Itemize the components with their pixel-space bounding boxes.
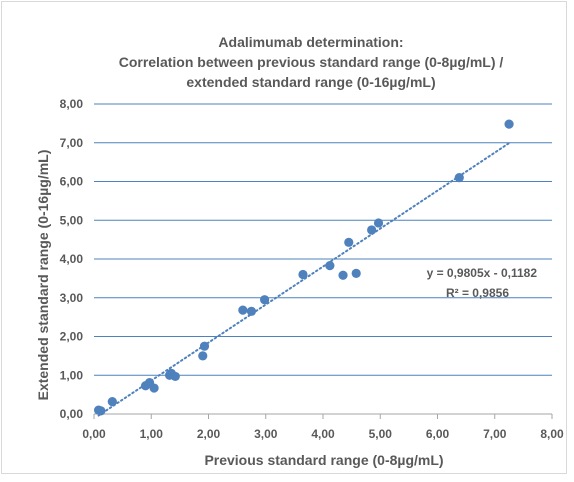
data-point xyxy=(170,371,180,382)
chart-title-line-1: Adalimumab determination: xyxy=(218,34,403,50)
trendline-r2: R² = 0,9856 xyxy=(446,286,509,300)
data-point xyxy=(260,295,270,305)
y-tick-label: 8,00 xyxy=(60,97,84,111)
x-tick-label: 6,00 xyxy=(426,427,450,441)
data-point xyxy=(149,383,159,393)
x-tick-label: 4,00 xyxy=(311,427,335,441)
x-tick-label: 7,00 xyxy=(483,427,507,441)
data-points xyxy=(93,119,514,416)
data-point xyxy=(367,225,377,235)
chart-title-line-2: Correlation between previous standard ra… xyxy=(119,54,504,70)
gridlines xyxy=(94,103,552,376)
data-point xyxy=(298,269,308,280)
data-point xyxy=(107,397,117,407)
data-point xyxy=(238,305,248,315)
data-point xyxy=(351,268,361,278)
x-tick-label: 0,00 xyxy=(82,427,106,441)
y-tick-label: 1,00 xyxy=(60,368,84,382)
chart-title: Adalimumab determination: Correlation be… xyxy=(119,34,504,90)
y-tick-label: 7,00 xyxy=(60,136,84,150)
x-tick-label: 8,00 xyxy=(540,427,564,441)
y-tick-label: 5,00 xyxy=(60,213,84,227)
x-tick-label: 5,00 xyxy=(369,427,393,441)
data-point xyxy=(199,341,210,351)
y-tick-label: 2,00 xyxy=(60,330,84,344)
data-point xyxy=(454,173,464,183)
chart-title-line-3: extended standard range (0-16µg/mL) xyxy=(186,74,435,90)
x-axis-title: Previous standard range (0-8µg/mL) xyxy=(204,452,443,468)
data-point xyxy=(373,218,384,228)
x-tick-label: 2,00 xyxy=(197,427,221,441)
data-point xyxy=(96,406,106,416)
data-point xyxy=(246,306,257,316)
trendline-line xyxy=(97,142,511,417)
y-tick-label: 4,00 xyxy=(60,252,84,266)
data-point xyxy=(338,270,348,280)
trendline xyxy=(97,142,511,417)
x-tick-label: 1,00 xyxy=(140,427,164,441)
data-point xyxy=(344,237,354,247)
y-axis-title: Extended standard range (0-16µg/mL) xyxy=(35,150,51,401)
y-tick-label: 0,00 xyxy=(60,407,84,421)
chart-area xyxy=(1,1,567,474)
data-point xyxy=(504,119,514,129)
axes xyxy=(93,413,553,419)
y-tick-label: 3,00 xyxy=(60,291,84,305)
data-point xyxy=(198,351,208,361)
trendline-equation: y = 0,9805x - 0,1182 xyxy=(427,266,538,280)
data-point xyxy=(325,260,335,271)
y-tick-label: 6,00 xyxy=(60,175,84,189)
y-tick-labels: 0,00 1,00 2,00 3,00 4,00 5,00 6,00 7,00 8,00 xyxy=(60,97,84,421)
x-tick-labels: 0,00 1,00 2,00 3,00 4,00 5,00 6,00 7,00 8,00 xyxy=(82,427,564,441)
x-tick-label: 3,00 xyxy=(254,427,278,441)
